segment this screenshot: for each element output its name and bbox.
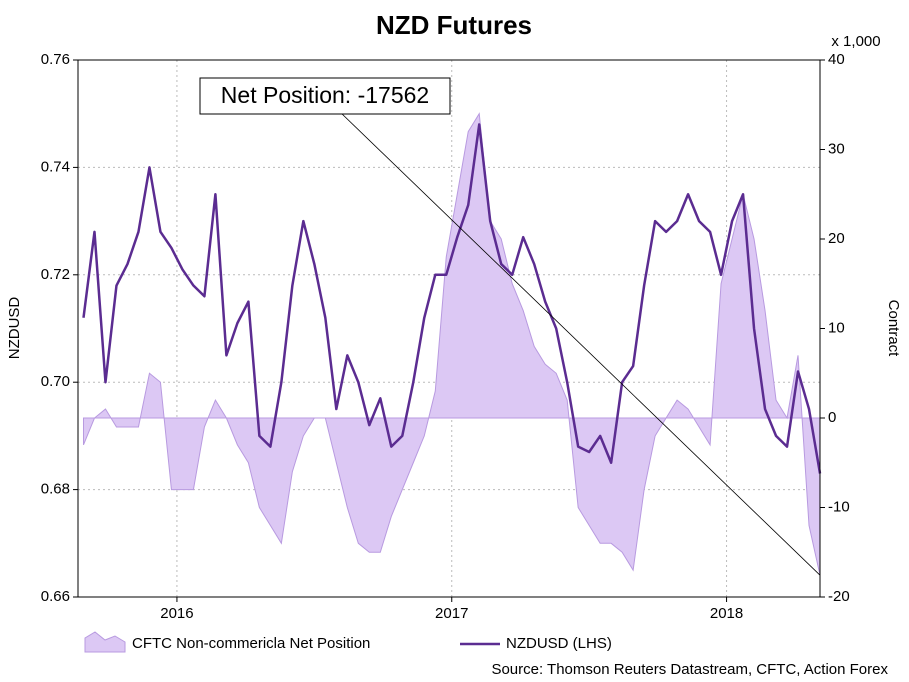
y2-tick-label: 10 bbox=[828, 319, 845, 336]
y-tick-label: 0.68 bbox=[41, 481, 70, 498]
x-tick-label: 2018 bbox=[710, 605, 743, 622]
source: Source: Thomson Reuters Datastream, CFTC… bbox=[491, 661, 888, 678]
y2-tick-label: 20 bbox=[828, 230, 845, 247]
y2-tick-label: 0 bbox=[828, 409, 836, 426]
annotation-box bbox=[199, 77, 451, 115]
y2-tick-label: -10 bbox=[828, 498, 850, 515]
nzdusd-line bbox=[82, 123, 822, 474]
y2-tick-label: 40 bbox=[828, 51, 845, 68]
y2-axis-label: Contract bbox=[885, 300, 902, 358]
y-axis-label: NZDUSD bbox=[6, 297, 23, 360]
annotation: Net Position: -17562 bbox=[221, 82, 429, 108]
y-tick-label: 0.66 bbox=[41, 588, 70, 605]
legend-swatch bbox=[84, 631, 126, 653]
plot-frame bbox=[77, 59, 821, 598]
x-tick-label: 2016 bbox=[160, 605, 193, 622]
y2-tick-label: -20 bbox=[828, 588, 850, 605]
y2-unit: x 1,000 bbox=[831, 33, 880, 50]
legend-label: NZDUSD (LHS) bbox=[506, 635, 612, 652]
y2-tick-label: 30 bbox=[828, 140, 845, 157]
y-tick-label: 0.72 bbox=[41, 266, 70, 283]
annotation-leader bbox=[339, 111, 821, 576]
x-tick-label: 2017 bbox=[435, 605, 468, 622]
net-position-area bbox=[82, 112, 821, 576]
y-tick-label: 0.74 bbox=[41, 158, 70, 175]
chart-title: NZD Futures bbox=[376, 10, 532, 40]
y-tick-label: 0.76 bbox=[41, 51, 70, 68]
legend-label: CFTC Non-commericla Net Position bbox=[132, 635, 370, 652]
y-tick-label: 0.70 bbox=[41, 373, 70, 390]
